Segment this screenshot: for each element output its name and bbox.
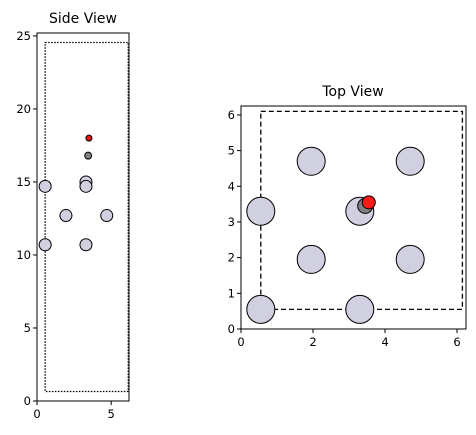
top-view-large-atom [395, 244, 425, 274]
top-view-x-tick-label: 4 [381, 335, 388, 349]
top-view-y-tick-label: 0 [228, 322, 235, 336]
top-view-atoms [246, 146, 425, 324]
side-view-y-ticks: 0 5 10 15 20 25 [16, 29, 37, 408]
side-view-y-tick-label: 0 [24, 394, 31, 408]
top-view-large-atom [395, 146, 425, 176]
top-view-y-tick-label: 6 [228, 108, 235, 122]
side-view-atoms [38, 134, 114, 252]
side-view-small-atom [84, 151, 93, 160]
top-view-x-tick-label: 2 [309, 335, 316, 349]
side-view-tiny-atom [85, 134, 93, 142]
side-view-y-tick-label: 10 [16, 248, 31, 262]
side-view-title: Side View [49, 11, 117, 27]
side-view-large-atom [38, 179, 52, 193]
side-view-large-atom [59, 209, 73, 223]
top-view-x-tick-label: 6 [453, 335, 460, 349]
side-view-large-atom [79, 238, 93, 252]
top-view-y-tick-label: 3 [228, 215, 235, 229]
top-view-tiny-atom [361, 195, 376, 210]
top-view-axes-frame [240, 105, 467, 330]
top-view-y-tick-label: 1 [228, 286, 235, 300]
side-view-y-tick-label: 5 [24, 321, 31, 335]
side-view-x-tick-label: 5 [108, 407, 115, 421]
side-view-y-tick-label: 20 [16, 102, 31, 116]
side-view-cell-boundary [44, 41, 129, 393]
side-view-large-atom [38, 238, 52, 252]
top-view-x-tick-label: 0 [237, 335, 244, 349]
top-view-large-atom [296, 244, 326, 274]
top-view-y-tick-label: 5 [228, 144, 235, 158]
top-view-large-atom [296, 146, 326, 176]
side-view-large-atom [100, 209, 114, 223]
side-view-axes-frame [36, 32, 130, 402]
top-view-y-ticks: 0 1 2 3 4 5 6 [228, 108, 241, 336]
top-view-large-atom [345, 294, 375, 324]
top-view-large-atom [246, 196, 276, 226]
side-view-cell-box [44, 41, 129, 393]
side-view-y-tick-label: 15 [16, 175, 31, 189]
side-view-large-atom [79, 179, 93, 193]
top-view-x-ticks: 0 2 4 6 [237, 329, 461, 349]
top-view-title: Top View [321, 84, 383, 100]
top-view-y-tick-label: 2 [228, 251, 235, 265]
top-view-panel: Top View 0 2 4 6 0 1 2 3 4 5 6 [228, 84, 467, 349]
side-view-y-tick-label: 25 [16, 29, 31, 43]
side-view-x-tick-label: 0 [33, 407, 40, 421]
top-view-y-tick-label: 4 [228, 179, 235, 193]
top-view-large-atom [246, 294, 276, 324]
